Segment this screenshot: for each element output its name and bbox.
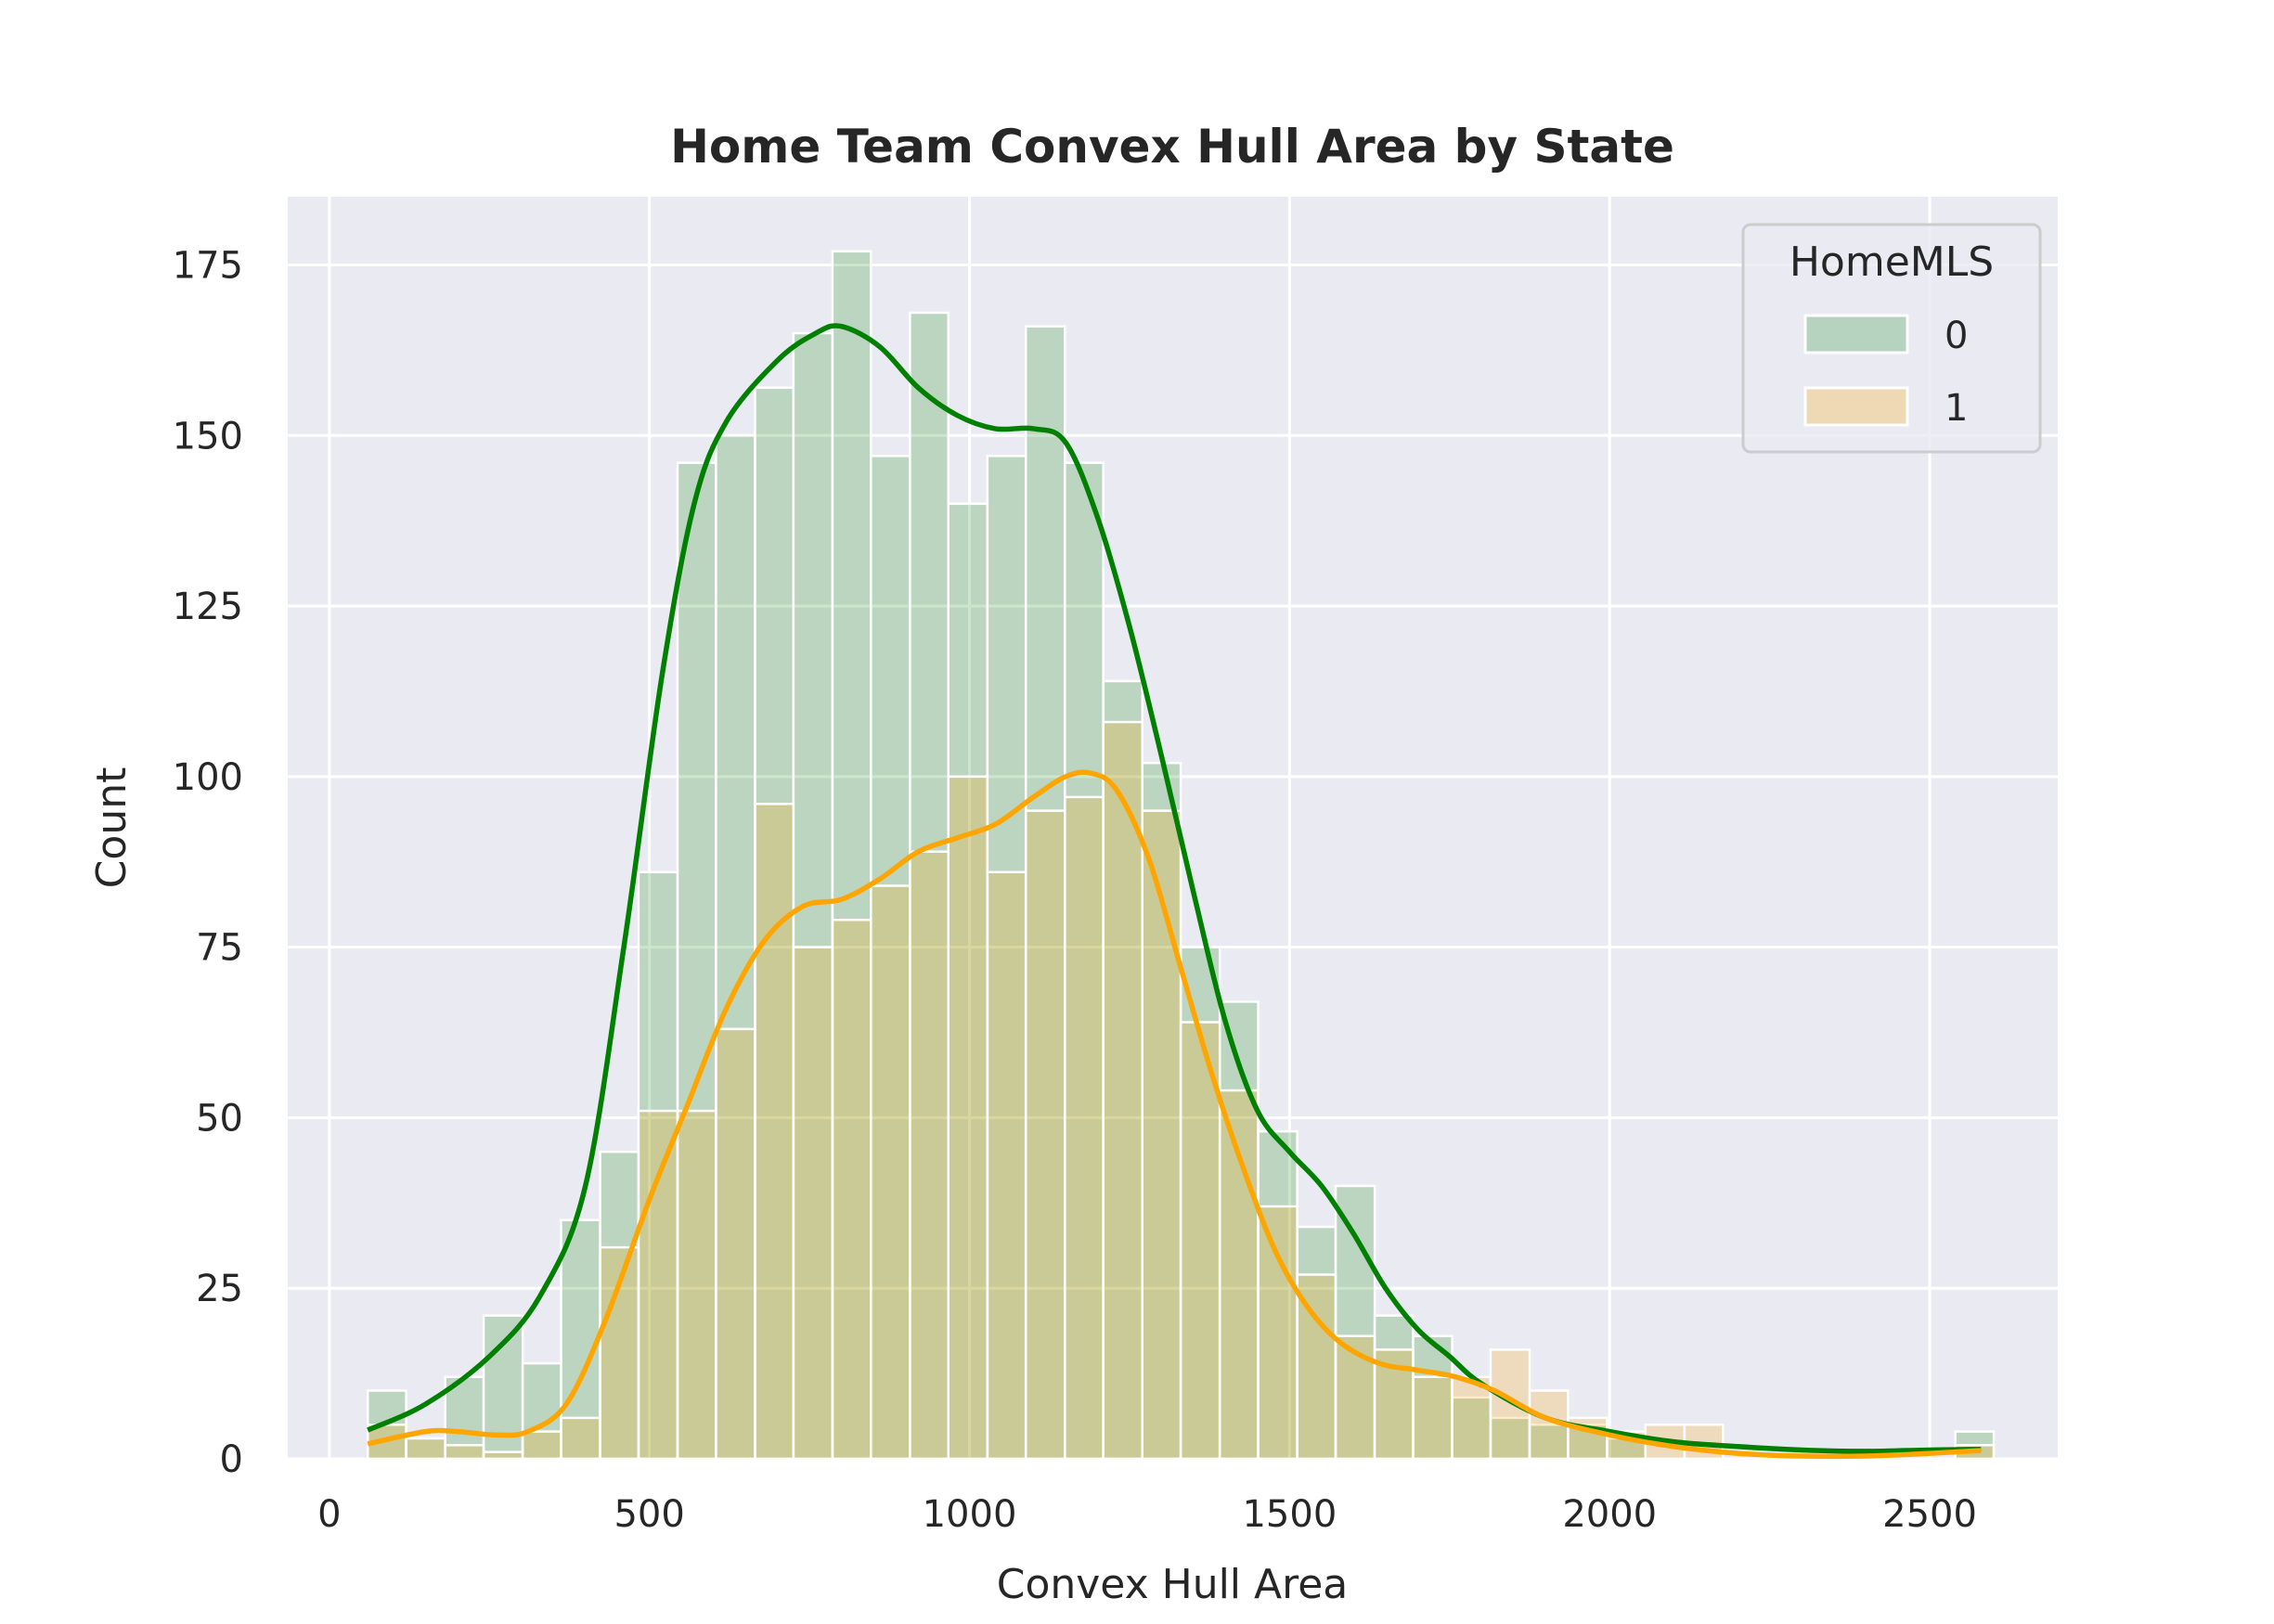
bar-series-1 [676, 1109, 717, 1461]
bar-series-1 [715, 1027, 756, 1461]
legend-label-1: 1 [1945, 387, 1968, 430]
bar-series-1 [637, 1109, 679, 1461]
legend-label-0: 0 [1945, 315, 1968, 357]
y-tick-label: 75 [196, 927, 243, 970]
bar-series-1 [870, 884, 911, 1461]
y-tick-label: 125 [173, 586, 243, 628]
y-tick-label: 50 [196, 1097, 243, 1140]
bar-series-1 [1257, 1205, 1299, 1461]
x-tick-label: 2000 [1562, 1493, 1657, 1536]
y-tick-label: 175 [173, 245, 243, 288]
y-tick-label: 150 [173, 415, 243, 458]
bar-series-1 [792, 946, 834, 1461]
kde-curves [367, 323, 1982, 1460]
bar-series-1 [909, 850, 950, 1461]
kde-line-1 [367, 769, 1982, 1460]
legend-swatch-0 [1803, 314, 1909, 354]
x-axis-label: Convex Hull Area [997, 1561, 1349, 1608]
legend-swatch-1 [1803, 386, 1909, 427]
bar-series-1 [444, 1444, 485, 1461]
bar-series-1 [1064, 795, 1105, 1461]
bar-series-1 [1179, 1021, 1221, 1461]
y-tick-label: 25 [196, 1268, 243, 1310]
chart-title: Home Team Convex Hull Area by State [670, 120, 1674, 174]
bar-series-1 [947, 775, 989, 1461]
bar-series-0 [870, 455, 911, 1461]
x-tick-label: 500 [614, 1493, 684, 1536]
bar-series-0 [1334, 1184, 1376, 1461]
x-tick-labels: 0 500 1000 1500 2000 2500 [317, 1493, 1977, 1536]
bar-series-1 [560, 1416, 601, 1461]
bar-series-1 [831, 918, 872, 1461]
bar-series-0 [792, 331, 834, 1461]
legend: HomeMLS 0 1 [1741, 223, 2042, 454]
bar-series-0 [1141, 761, 1182, 1461]
y-axis-label: Count [88, 767, 136, 889]
x-tick-label: 2500 [1882, 1493, 1977, 1536]
bar-series-1 [1024, 809, 1066, 1461]
y-tick-labels: 0 25 50 75 100 125 150 175 [173, 245, 243, 1481]
bar-series-1 [1141, 809, 1182, 1461]
bar-series-0 [676, 461, 717, 1461]
bar-series-1 [986, 870, 1027, 1461]
legend-title: HomeMLS [1789, 238, 1994, 286]
y-tick-label: 100 [173, 756, 243, 799]
bar-series-1 [482, 1450, 524, 1461]
bar-series-1 [1218, 1089, 1260, 1461]
bar-series-1 [521, 1430, 562, 1461]
bar-series-0 [909, 311, 950, 1461]
x-tick-label: 1000 [923, 1493, 1017, 1536]
y-tick-label: 0 [220, 1438, 243, 1481]
bar-series-1 [1412, 1375, 1454, 1461]
bar-series-1 [754, 803, 795, 1461]
histogram-bars [366, 250, 1996, 1461]
bar-series-1 [405, 1437, 446, 1461]
x-tick-label: 0 [317, 1493, 341, 1536]
x-tick-label: 1500 [1242, 1493, 1337, 1536]
